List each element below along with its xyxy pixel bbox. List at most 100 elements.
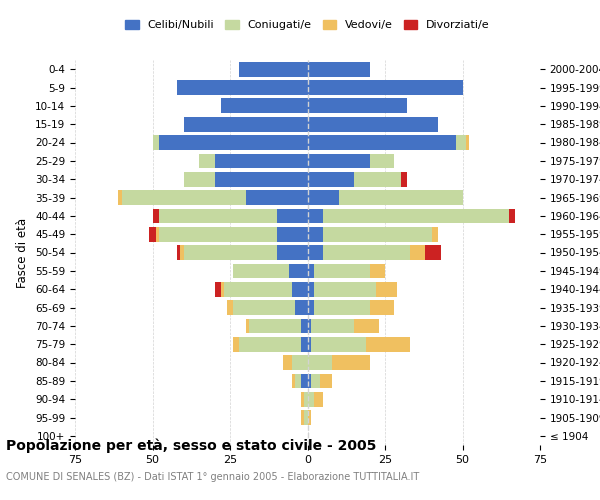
Bar [245, 190, 308, 205]
Bar [277, 208, 308, 223]
Bar [354, 172, 401, 186]
Bar [158, 135, 308, 150]
Bar [277, 227, 308, 242]
Bar [233, 264, 289, 278]
Bar [370, 154, 394, 168]
Bar [184, 172, 215, 186]
Bar [292, 374, 295, 388]
Bar [308, 245, 323, 260]
Bar [152, 135, 158, 150]
Bar [376, 282, 397, 296]
Bar [181, 245, 184, 260]
Bar [118, 190, 121, 205]
Bar [292, 282, 308, 296]
Bar [301, 374, 308, 388]
Bar [314, 264, 370, 278]
Bar [320, 374, 332, 388]
Bar [308, 392, 314, 406]
Bar [233, 337, 239, 351]
Bar [152, 208, 158, 223]
Bar [308, 374, 311, 388]
Bar [308, 62, 370, 76]
Bar [224, 282, 292, 296]
Bar [304, 410, 308, 425]
Bar [457, 135, 466, 150]
Bar [178, 245, 181, 260]
Bar [323, 227, 431, 242]
Bar [184, 245, 277, 260]
Bar [311, 374, 320, 388]
Bar [425, 245, 441, 260]
Bar [308, 410, 311, 425]
Bar [301, 337, 308, 351]
Bar [410, 245, 425, 260]
Bar [239, 62, 308, 76]
Bar [308, 80, 463, 95]
Bar [308, 318, 311, 333]
Bar [295, 374, 301, 388]
Bar [308, 264, 314, 278]
Y-axis label: Anni di nascita: Anni di nascita [599, 209, 600, 296]
Bar [314, 300, 370, 315]
Bar [245, 318, 248, 333]
Bar [233, 300, 295, 315]
Bar [301, 410, 304, 425]
Bar [308, 355, 332, 370]
Text: COMUNE DI SENALES (BZ) - Dati ISTAT 1° gennaio 2005 - Elaborazione TUTTITALIA.IT: COMUNE DI SENALES (BZ) - Dati ISTAT 1° g… [6, 472, 419, 482]
Bar [401, 172, 407, 186]
Y-axis label: Fasce di età: Fasce di età [16, 218, 29, 288]
Bar [466, 135, 469, 150]
Bar [367, 337, 410, 351]
Bar [221, 98, 308, 113]
Bar [158, 208, 277, 223]
Bar [308, 98, 407, 113]
Bar [308, 337, 311, 351]
Bar [221, 282, 224, 296]
Bar [323, 208, 509, 223]
Bar [431, 227, 438, 242]
Bar [215, 154, 308, 168]
Bar [248, 318, 301, 333]
Bar [308, 190, 338, 205]
Bar [370, 264, 385, 278]
Bar [304, 392, 308, 406]
Bar [292, 355, 308, 370]
Bar [199, 154, 215, 168]
Bar [301, 318, 308, 333]
Bar [184, 117, 308, 132]
Bar [314, 282, 376, 296]
Bar [308, 135, 457, 150]
Bar [308, 300, 314, 315]
Bar [289, 264, 308, 278]
Bar [149, 227, 155, 242]
Bar [311, 318, 354, 333]
Bar [308, 117, 438, 132]
Bar [509, 208, 515, 223]
Bar [308, 282, 314, 296]
Bar [121, 190, 245, 205]
Bar [239, 337, 301, 351]
Bar [301, 392, 304, 406]
Bar [370, 300, 394, 315]
Bar [295, 300, 308, 315]
Bar [308, 227, 323, 242]
Bar [308, 208, 323, 223]
Bar [308, 172, 354, 186]
Bar [215, 282, 221, 296]
Bar [277, 245, 308, 260]
Legend: Celibi/Nubili, Coniugati/e, Vedovi/e, Divorziati/e: Celibi/Nubili, Coniugati/e, Vedovi/e, Di… [121, 16, 494, 35]
Bar [283, 355, 292, 370]
Text: Popolazione per età, sesso e stato civile - 2005: Popolazione per età, sesso e stato civil… [6, 438, 376, 453]
Bar [215, 172, 308, 186]
Bar [332, 355, 370, 370]
Bar [354, 318, 379, 333]
Bar [314, 392, 323, 406]
Bar [338, 190, 463, 205]
Bar [308, 154, 370, 168]
Bar [323, 245, 410, 260]
Bar [158, 227, 277, 242]
Bar [178, 80, 308, 95]
Bar [155, 227, 158, 242]
Bar [311, 337, 367, 351]
Bar [227, 300, 233, 315]
